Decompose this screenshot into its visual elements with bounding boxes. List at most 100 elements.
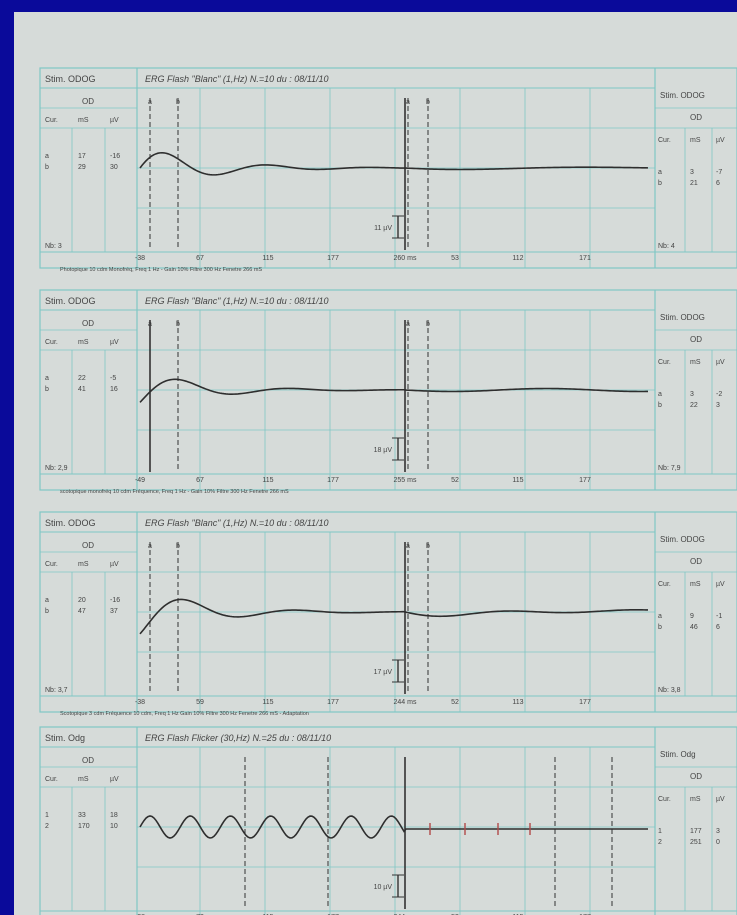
- table-cell-left: 10: [110, 823, 118, 830]
- table-header-left: µV: [110, 561, 119, 568]
- scale-label: 11 µV: [374, 225, 392, 232]
- table-cell-right: b: [658, 180, 662, 187]
- panel-title: ERG Flash "Blanc" (1,Hz) N.=10 du : 08/1…: [145, 296, 329, 306]
- cursor-label: b: [176, 99, 180, 106]
- scale-label: 10 µV: [374, 884, 393, 891]
- table-header-right: mS: [690, 581, 701, 588]
- nb-label-left: Nb: 3,7: [45, 687, 68, 694]
- eye-label-right: OD: [690, 557, 702, 566]
- table-cell-left: 1: [45, 812, 49, 819]
- table-cell-left: 30: [110, 164, 118, 171]
- table-header-right: µV: [716, 137, 725, 144]
- panel-title: ERG Flash Flicker (30,Hz) N.=25 du : 08/…: [145, 733, 331, 743]
- stim-label-left: Stim. ODOG: [45, 74, 96, 84]
- table-cell-right: 46: [690, 624, 698, 631]
- table-cell-left: 47: [78, 608, 86, 615]
- panel-frame: [39, 289, 737, 491]
- tick-label: 115: [512, 477, 523, 484]
- panel-title: ERG Flash "Blanc" (1,Hz) N.=10 du : 08/1…: [145, 74, 329, 84]
- stim-label-left: Stim. ODOG: [45, 296, 96, 306]
- table-cell-left: a: [45, 375, 49, 382]
- panel-frame: [39, 511, 737, 713]
- nb-label-left: Nb: 2,9: [45, 465, 68, 472]
- nb-label-right: Nb: 3,8: [658, 687, 681, 694]
- table-cell-left: a: [45, 153, 49, 160]
- cursor-label: b: [426, 543, 430, 550]
- table-header-right: mS: [690, 359, 701, 366]
- panel-frame: [39, 726, 737, 915]
- tick-label: -49: [135, 477, 145, 484]
- table-cell-right: -2: [716, 391, 722, 398]
- panel-frame: [39, 67, 737, 269]
- eye-label-right: OD: [690, 335, 702, 344]
- stim-label-right: Stim. ODOG: [660, 91, 705, 100]
- cursor-label: a: [148, 543, 152, 550]
- stim-label-left: Stim. Odg: [45, 733, 85, 743]
- table-cell-right: 3: [716, 402, 720, 409]
- table-cell-right: a: [658, 391, 662, 398]
- table-cell-right: a: [658, 169, 662, 176]
- table-cell-right: b: [658, 624, 662, 631]
- erg-panel: Stim. ODOG ERG Flash "Blanc" (1,Hz) N.=10…: [39, 289, 737, 495]
- table-header-left: Cur.: [45, 561, 58, 568]
- tick-label: 67: [196, 255, 204, 262]
- tick-label: 177: [327, 477, 339, 484]
- table-cell-left: 41: [78, 386, 86, 393]
- tick-label: -38: [135, 699, 145, 706]
- tick-label: -38: [135, 255, 145, 262]
- erg-panel: Stim. ODOG ERG Flash "Blanc" (1,Hz) N.=10…: [39, 511, 737, 717]
- nb-label-left: Nb: 3: [45, 243, 62, 250]
- tick-label: 112: [512, 255, 523, 262]
- erg-panels: Stim. ODOG ERG Flash "Blanc" (1,Hz) N.=10…: [39, 67, 737, 915]
- table-cell-left: -16: [110, 597, 120, 604]
- erg-trace: [139, 815, 648, 839]
- panel-title: ERG Flash "Blanc" (1,Hz) N.=10 du : 08/1…: [145, 518, 329, 528]
- tick-label: 177: [579, 699, 591, 706]
- table-cell-left: 17: [78, 153, 86, 160]
- table-header-right: mS: [690, 796, 701, 803]
- table-cell-left: 37: [110, 608, 118, 615]
- table-cell-right: 2: [658, 839, 662, 846]
- tick-label: 52: [451, 699, 459, 706]
- table-cell-left: 170: [78, 823, 90, 830]
- cursor-label: b: [426, 99, 430, 106]
- tick-label: 67: [196, 477, 204, 484]
- table-header-right: µV: [716, 796, 725, 803]
- table-header-left: Cur.: [45, 117, 58, 124]
- tick-label: 255 ms: [394, 477, 417, 484]
- table-cell-left: b: [45, 386, 49, 393]
- table-cell-left: b: [45, 164, 49, 171]
- tick-label: 115: [262, 477, 273, 484]
- table-cell-right: a: [658, 613, 662, 620]
- tick-label: 53: [451, 255, 459, 262]
- cursor-label: b: [426, 321, 430, 328]
- tick-label: 171: [579, 255, 591, 262]
- table-header-left: mS: [78, 776, 89, 783]
- table-header-right: mS: [690, 137, 701, 144]
- table-cell-left: 22: [78, 375, 86, 382]
- tick-label: 52: [451, 477, 459, 484]
- table-cell-right: 177: [690, 828, 702, 835]
- table-cell-left: -5: [110, 375, 116, 382]
- eye-label-right: OD: [690, 772, 702, 781]
- table-header-right: Cur.: [658, 359, 671, 366]
- table-cell-right: b: [658, 402, 662, 409]
- table-header-right: Cur.: [658, 796, 671, 803]
- table-header-left: mS: [78, 561, 89, 568]
- table-cell-right: 21: [690, 180, 698, 187]
- nb-label-right: Nb: 4: [658, 243, 675, 250]
- erg-panel: Stim. ODOG ERG Flash "Blanc" (1,Hz) N.=10…: [39, 67, 737, 273]
- table-header-left: µV: [110, 776, 119, 783]
- tick-label: 115: [262, 255, 273, 262]
- table-header-right: Cur.: [658, 581, 671, 588]
- scale-label: 18 µV: [374, 447, 393, 454]
- cursor-label: b: [176, 321, 180, 328]
- table-header-left: mS: [78, 117, 89, 124]
- table-header-right: µV: [716, 581, 725, 588]
- tick-label: 177: [579, 477, 591, 484]
- tick-label: 177: [327, 255, 339, 262]
- table-cell-left: 18: [110, 812, 118, 819]
- table-cell-left: -16: [110, 153, 120, 160]
- tick-label: 244 ms: [394, 699, 417, 706]
